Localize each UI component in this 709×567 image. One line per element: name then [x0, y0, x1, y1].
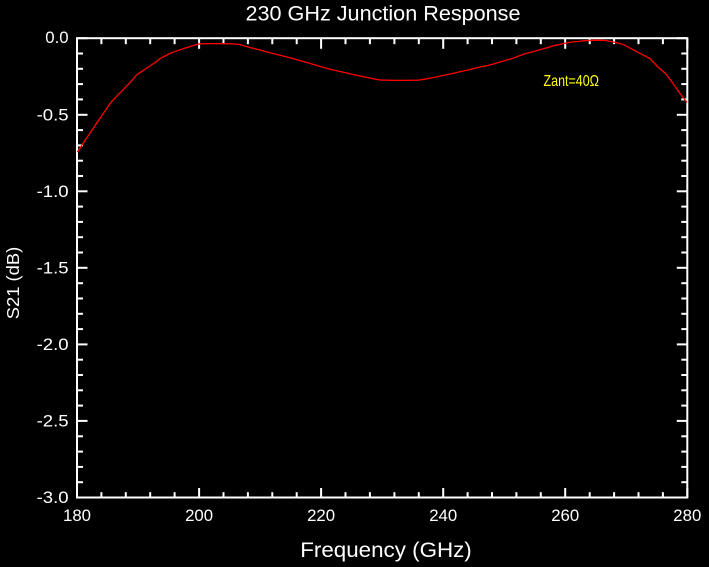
svg-text:220: 220	[307, 506, 335, 525]
svg-text:-3.0: -3.0	[37, 488, 69, 507]
svg-text:-2.0: -2.0	[37, 335, 69, 354]
svg-text:280: 280	[673, 506, 701, 525]
svg-text:200: 200	[185, 506, 213, 525]
svg-text:-1.0: -1.0	[37, 182, 69, 201]
svg-text:230 GHz Junction Response: 230 GHz Junction Response	[246, 2, 521, 26]
svg-text:-0.5: -0.5	[37, 105, 69, 124]
svg-text:Zant=40Ω: Zant=40Ω	[544, 73, 600, 90]
svg-text:180: 180	[63, 506, 91, 525]
svg-text:S21 (dB): S21 (dB)	[3, 247, 23, 320]
svg-text:-1.5: -1.5	[37, 258, 69, 277]
svg-text:260: 260	[551, 506, 579, 525]
svg-text:-2.5: -2.5	[37, 412, 69, 431]
svg-text:0.0: 0.0	[45, 28, 68, 47]
svg-text:Frequency (GHz): Frequency (GHz)	[300, 537, 472, 562]
svg-text:240: 240	[429, 506, 457, 525]
